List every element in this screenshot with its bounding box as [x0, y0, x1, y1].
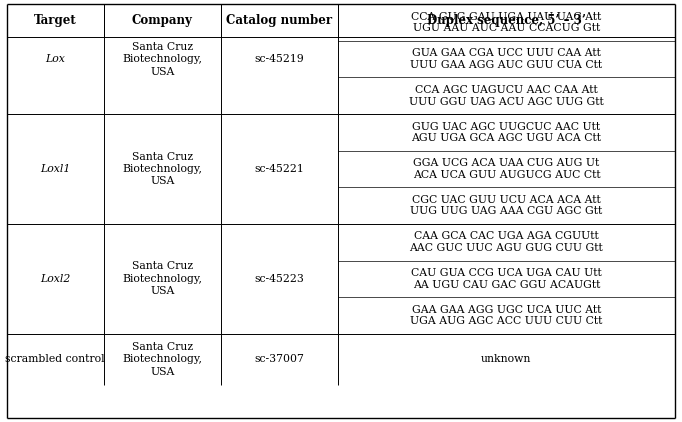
Text: Santa Cruz
Biotechnology,
USA: Santa Cruz Biotechnology, USA [122, 151, 203, 187]
Text: sc-45221: sc-45221 [254, 164, 304, 174]
Text: CCA AGC UAGUCU AAC CAA Att
UUU GGU UAG ACU AGC UUG Gtt: CCA AGC UAGUCU AAC CAA Att UUU GGU UAG A… [409, 85, 604, 107]
Text: Santa Cruz
Biotechnology,
USA: Santa Cruz Biotechnology, USA [122, 262, 203, 296]
Text: Loxl2: Loxl2 [40, 274, 70, 284]
Text: GUG UAC AGC UUGCUC AAC Utt
AGU UGA GCA AGC UGU ACA Ctt: GUG UAC AGC UUGCUC AAC Utt AGU UGA GCA A… [411, 122, 602, 143]
Text: GUA GAA CGA UCC UUU CAA Att
UUU GAA AGG AUC GUU CUA Ctt: GUA GAA CGA UCC UUU CAA Att UUU GAA AGG … [411, 49, 602, 70]
Text: sc-45219: sc-45219 [254, 54, 304, 64]
Text: Lox: Lox [45, 54, 65, 64]
Text: Loxl1: Loxl1 [40, 164, 70, 174]
Text: CCA GUG GAU UGA UAU UAC Att
UGU AAU AUC AAU CCACUG Gtt: CCA GUG GAU UGA UAU UAC Att UGU AAU AUC … [411, 12, 602, 33]
Text: GGA UCG ACA UAA CUG AUG Ut
ACA UCA GUU AUGUCG AUC Ctt: GGA UCG ACA UAA CUG AUG Ut ACA UCA GUU A… [413, 158, 600, 180]
Text: sc-37007: sc-37007 [254, 354, 304, 364]
Text: sc-45223: sc-45223 [254, 274, 304, 284]
Text: Santa Cruz
Biotechnology,
USA: Santa Cruz Biotechnology, USA [122, 42, 203, 76]
Text: Target: Target [34, 14, 76, 27]
Text: unknown: unknown [481, 354, 531, 364]
Text: CAU GUA CCG UCA UGA CAU Utt
AA UGU CAU GAC GGU ACAUGtt: CAU GUA CCG UCA UGA CAU Utt AA UGU CAU G… [411, 268, 602, 289]
Text: Duplex sequence, 5’ – 3’: Duplex sequence, 5’ – 3’ [427, 14, 586, 27]
Text: Santa Cruz
Biotechnology,
USA: Santa Cruz Biotechnology, USA [122, 342, 203, 376]
Text: CGC UAC GUU UCU ACA ACA Att
UUG UUG UAG AAA CGU AGC Gtt: CGC UAC GUU UCU ACA ACA Att UUG UUG UAG … [411, 195, 602, 216]
Text: CAA GCA CAC UGA AGA CGUUtt
AAC GUC UUC AGU GUG CUU Gtt: CAA GCA CAC UGA AGA CGUUtt AAC GUC UUC A… [410, 231, 604, 253]
Text: scrambled control: scrambled control [5, 354, 105, 364]
Text: GAA GAA AGG UGC UCA UUC Att
UGA AUG AGC ACC UUU CUU Ctt: GAA GAA AGG UGC UCA UUC Att UGA AUG AGC … [411, 305, 603, 326]
Text: Company: Company [132, 14, 192, 27]
Text: Catalog number: Catalog number [226, 14, 332, 27]
